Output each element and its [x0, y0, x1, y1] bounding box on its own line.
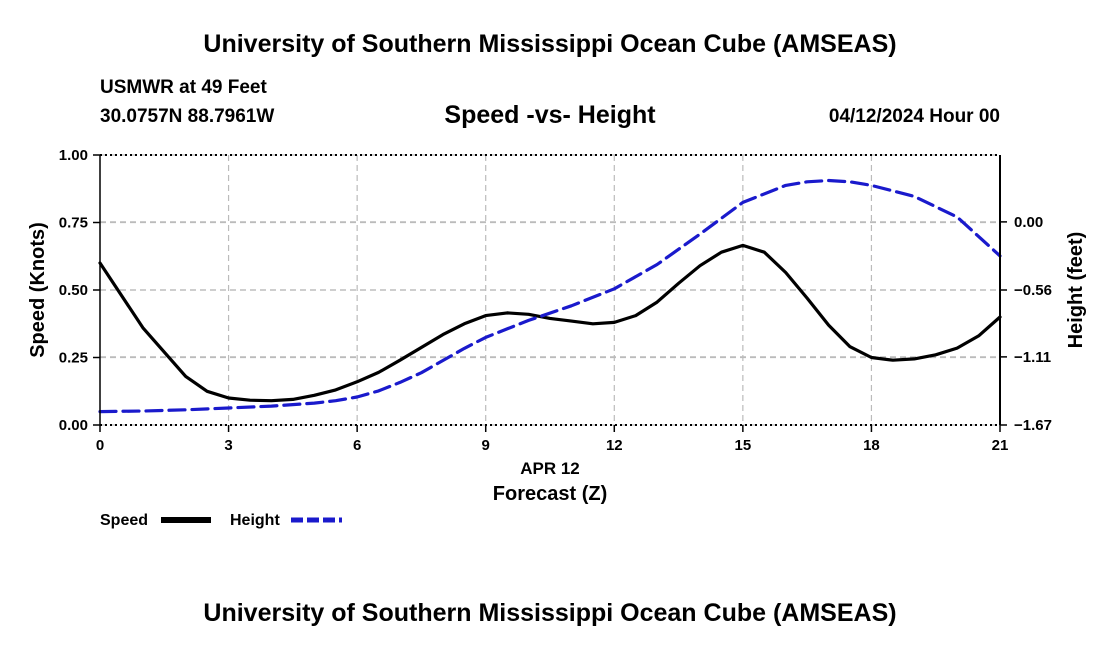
y-tick-label: 0.50 — [59, 282, 88, 299]
series-line-height — [98, 178, 1002, 414]
x-axis-title: Forecast (Z) — [493, 483, 607, 505]
axis-ticks: 0 3 6 9 12 15 18 21 0.00 0.25 0.50 0.75 1.00 0.00 −0.5… — [59, 147, 1052, 454]
x-tick-label: 0 — [96, 437, 104, 454]
y-tick-label: 0.00 — [59, 417, 88, 434]
y2-tick-label: −1.67 — [1014, 417, 1052, 434]
x-tick-label: 6 — [353, 437, 361, 454]
chart-title: Speed -vs- Height — [444, 101, 656, 129]
y2-tick-label: 0.00 — [1014, 214, 1043, 231]
x-axis-date-label: APR 12 — [520, 459, 580, 478]
y2-axis-title: Height (feet) — [1065, 232, 1087, 349]
y-tick-label: 1.00 — [59, 147, 88, 164]
y-tick-label: 0.25 — [59, 350, 88, 367]
x-tick-label: 3 — [224, 437, 232, 454]
legend-label-speed: Speed — [100, 512, 148, 529]
x-tick-label: 15 — [735, 437, 752, 454]
grid-lines — [100, 154, 1000, 426]
x-tick-label: 12 — [606, 437, 623, 454]
station-label: USMWR at 49 Feet — [100, 77, 267, 98]
y2-tick-label: −0.56 — [1014, 282, 1052, 299]
y-tick-label: 0.75 — [59, 215, 88, 232]
top-title: University of Southern Mississippi Ocean… — [203, 30, 897, 58]
x-tick-label: 18 — [863, 437, 880, 454]
coordinates-label: 30.0757N 88.7961W — [100, 106, 275, 127]
x-tick-label: 21 — [992, 437, 1009, 454]
y-axis-title: Speed (Knots) — [27, 222, 49, 358]
legend-label-height: Height — [230, 512, 280, 529]
series-lines — [98, 178, 1002, 414]
y2-tick-label: −1.11 — [1014, 349, 1051, 366]
series-line-speed — [98, 243, 1002, 403]
legend: Speed Height — [100, 512, 342, 529]
x-tick-label: 9 — [482, 437, 490, 454]
forecast-datestamp: 04/12/2024 Hour 00 — [828, 106, 1000, 127]
bottom-title: University of Southern Mississippi Ocean… — [203, 599, 897, 627]
